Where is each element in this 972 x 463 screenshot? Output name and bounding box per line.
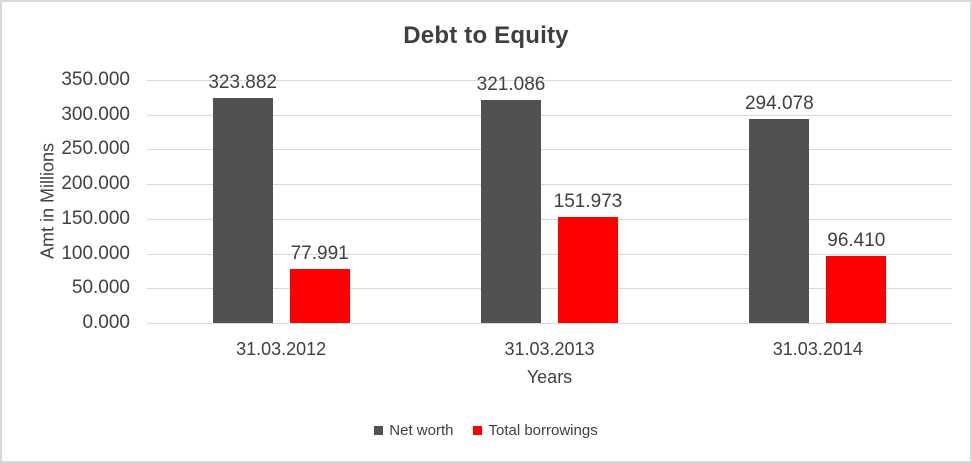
chart-title: Debt to Equity [403, 22, 569, 49]
bar-net-worth [481, 100, 541, 323]
gridline [147, 80, 952, 81]
y-axis-tick-labels: 0.000 50.000 100.000 150.000 200.000 250.000 3… [2, 69, 130, 333]
bar-total-borrowings [826, 256, 887, 323]
gridline [147, 114, 952, 116]
y-tick-label: 100.000 [61, 242, 130, 264]
gridline [147, 253, 952, 255]
data-label-total-borrowings: 151.973 [553, 191, 623, 213]
y-tick-label: 300.000 [61, 103, 130, 125]
x-axis-title: Years [526, 367, 573, 387]
gridline [147, 184, 952, 186]
data-label-net-worth: 323.882 [208, 72, 277, 94]
x-category-label: 31.03.2012 [236, 339, 327, 359]
data-label-total-borrowings: 96.410 [827, 230, 886, 252]
bar-total-borrowings [558, 217, 618, 323]
gridline [147, 149, 952, 151]
x-category-label: 31.03.2014 [772, 339, 863, 359]
bar-total-borrowings [289, 268, 350, 323]
x-category-label: 31.03.2013 [504, 339, 595, 359]
data-label-net-worth: 294.078 [744, 92, 814, 114]
data-label-net-worth: 321.086 [476, 74, 546, 96]
legend-label: Net worth [389, 422, 454, 439]
y-tick-label: 150.000 [61, 207, 130, 229]
legend: Net worth Total borrowings [2, 422, 970, 439]
bar-net-worth [749, 118, 810, 323]
y-tick-label: 50.000 [71, 277, 130, 299]
legend-marker-icon [473, 426, 483, 435]
bar-net-worth [212, 98, 273, 323]
legend-label: Total borrowings [488, 422, 598, 439]
y-tick-label: 250.000 [61, 138, 130, 160]
data-label-total-borrowings: 77.991 [290, 242, 349, 264]
x-axis-category-labels: 31.03.2012 31.03.2013 31.03.2014 [147, 339, 952, 363]
gridline [147, 218, 952, 220]
legend-item-total-borrowings: Total borrowings [473, 422, 598, 439]
y-tick-label: 200.000 [61, 173, 130, 195]
x-axis-line [147, 323, 952, 324]
y-tick-label: 0.000 [82, 312, 130, 333]
y-tick-label: 350.000 [61, 69, 130, 90]
legend-item-net-worth: Net worth [374, 422, 453, 439]
plot-area: 323.882 77.991 321.086 151.973 294.078 96.410 [147, 72, 952, 324]
gridline [147, 288, 952, 290]
legend-marker-icon [374, 426, 384, 435]
